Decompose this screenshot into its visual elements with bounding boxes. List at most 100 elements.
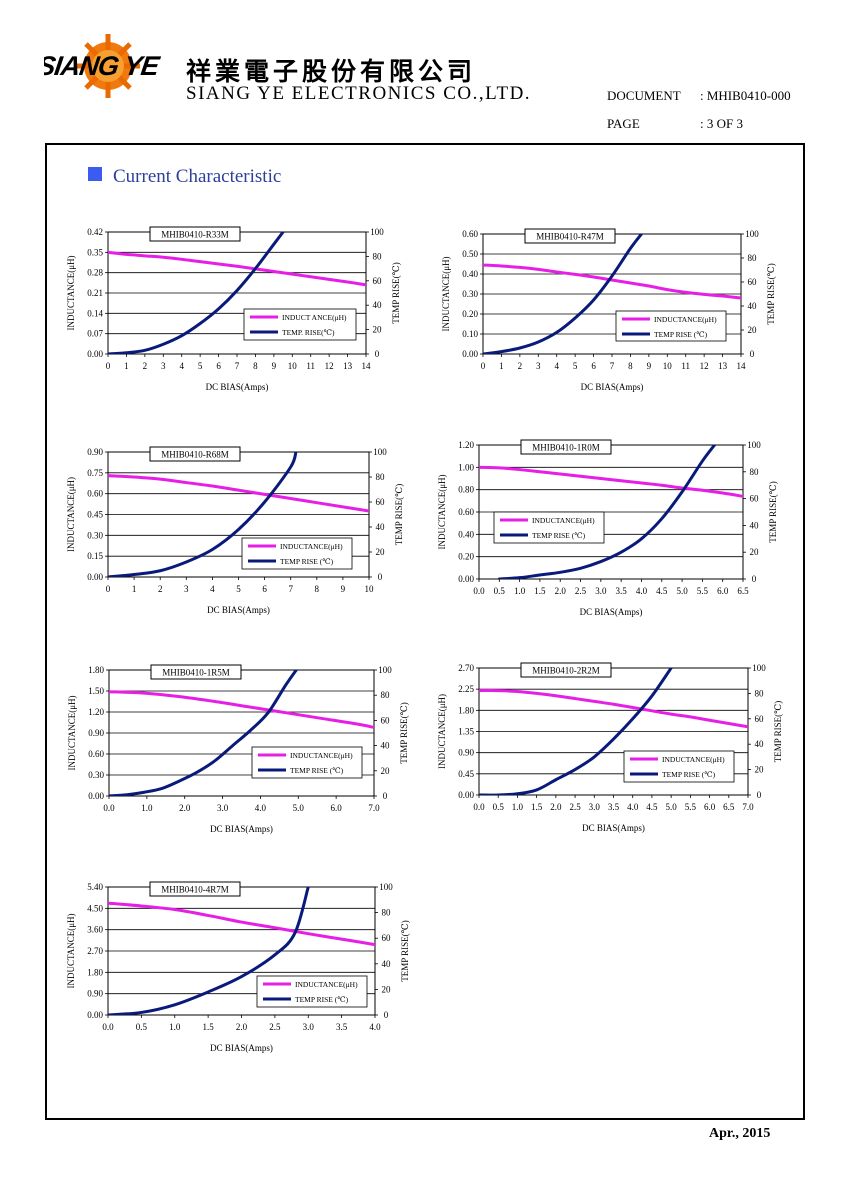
- y2-axis-label: TEMP RISE(℃): [394, 484, 404, 545]
- x-tick-label: 6: [591, 361, 596, 371]
- x-tick-label: 9: [341, 584, 346, 594]
- legend-label: INDUCTANCE(μH): [654, 315, 717, 324]
- x-tick-label: 3.5: [336, 1022, 348, 1032]
- y2-tick-label: 40: [382, 959, 392, 969]
- x-tick-label: 2.0: [555, 586, 567, 596]
- x-tick-label: 2.0: [236, 1022, 248, 1032]
- y2-axis-label: TEMP RISE(℃): [400, 920, 410, 981]
- x-tick-label: 4: [179, 361, 184, 371]
- legend-label: INDUCT ANCE(μH): [282, 313, 347, 322]
- x-tick-label: 3.5: [608, 802, 620, 812]
- x-tick-label: 7.0: [368, 803, 380, 813]
- y2-tick-label: 20: [748, 325, 758, 335]
- y2-tick-label: 100: [752, 663, 766, 673]
- x-tick-label: 3.0: [217, 803, 229, 813]
- x-axis-label: DC BIAS(Amps): [582, 823, 645, 833]
- y-tick-label: 0.00: [87, 349, 103, 359]
- x-tick-label: 1: [124, 361, 129, 371]
- legend-box: [256, 975, 368, 1008]
- x-tick-label: 5.0: [666, 802, 678, 812]
- y-tick-label: 0.80: [458, 485, 474, 495]
- y-tick-label: 0.90: [87, 447, 103, 457]
- legend-label: INDUCTANCE(μH): [295, 980, 358, 989]
- legend-label: INDUCTANCE(μH): [662, 755, 725, 764]
- x-tick-label: 4.0: [255, 803, 267, 813]
- x-tick-label: 4: [210, 584, 215, 594]
- y-tick-label: 0.42: [87, 227, 103, 237]
- x-tick-label: 8: [253, 361, 258, 371]
- chart-4: 0.00 0.20 0.40 0.60 0.80 1.00 1.20 0 20 40 60 80 100…: [437, 439, 778, 617]
- legend-label: TEMP RISE (℃): [532, 531, 586, 540]
- y-tick-label: 0.07: [87, 329, 103, 339]
- inductance-series-line: [483, 263, 741, 300]
- y2-tick-label: 80: [373, 251, 383, 261]
- y-tick-label: 0.30: [462, 289, 478, 299]
- y2-tick-label: 20: [382, 984, 392, 994]
- x-tick-label: 3.0: [303, 1022, 315, 1032]
- chart-3: 0.000.150.300.450.600.750.90020406080100…: [66, 446, 404, 615]
- y-tick-label: 0.45: [458, 769, 474, 779]
- x-tick-label: 10: [663, 361, 673, 371]
- y-tick-label: 0.00: [462, 349, 478, 359]
- chart-1: 0.000.070.140.210.280.350.42020406080100…: [66, 226, 401, 392]
- x-tick-label: 2: [518, 361, 523, 371]
- y2-tick-label: 100: [373, 447, 387, 457]
- x-tick-label: 10: [288, 361, 298, 371]
- y2-tick-label: 40: [748, 301, 758, 311]
- chart-2: 0.000.100.200.300.400.500.60020406080100…: [441, 228, 776, 392]
- inductance-series-line: [108, 901, 375, 947]
- x-tick-label: 0.0: [103, 803, 115, 813]
- legend-label: INDUCTANCE(μH): [290, 751, 353, 760]
- x-tick-label: 5: [573, 361, 578, 371]
- chart-7: 0.00 0.90 1.80 2.70 3.60 4.50 5.40 0 20 40 60 80 100…: [66, 881, 410, 1053]
- x-tick-label: 9: [647, 361, 652, 371]
- temp-rise-series-line: [108, 232, 285, 354]
- company-logo: SIANG YE: [44, 34, 162, 98]
- chart-title-box: [149, 881, 241, 897]
- x-tick-label: 12: [325, 361, 334, 371]
- chart-title: MHIB0410-1R0M: [532, 443, 600, 453]
- y-tick-label: 0.60: [458, 507, 474, 517]
- x-tick-label: 0.5: [493, 802, 505, 812]
- y-tick-label: 1.35: [458, 727, 474, 737]
- y-tick-label: 0.21: [87, 288, 103, 298]
- x-tick-label: 0: [106, 584, 111, 594]
- chart-6: 0.00 0.45 0.90 1.35 1.80 2.25 2.70 0 20 40 60 80 100…: [437, 662, 783, 833]
- y-tick-label: 0.14: [87, 308, 103, 318]
- chart-title-box: [149, 226, 241, 242]
- y2-tick-label: 0: [378, 572, 383, 582]
- x-tick-label: 1.5: [534, 586, 546, 596]
- chart-title-box: [520, 662, 612, 678]
- y-tick-label: 0.00: [87, 1010, 103, 1020]
- x-tick-label: 2.5: [269, 1022, 281, 1032]
- x-tick-label: 5.5: [685, 802, 697, 812]
- x-tick-label: 5: [236, 584, 241, 594]
- x-tick-label: 3.5: [616, 586, 628, 596]
- x-tick-label: 7: [610, 361, 615, 371]
- y-tick-label: 0.10: [462, 329, 478, 339]
- x-tick-label: 3.0: [595, 586, 607, 596]
- y-tick-label: 1.80: [458, 705, 474, 715]
- legend-label: TEMP RISE (℃): [654, 330, 708, 339]
- x-tick-label: 13: [718, 361, 728, 371]
- x-tick-label: 2.0: [550, 802, 562, 812]
- y2-tick-label: 60: [750, 494, 760, 504]
- chart-title: MHIB0410-4R7M: [161, 885, 229, 895]
- inductance-series-line: [479, 689, 748, 729]
- legend-label: INDUCTANCE(μH): [532, 516, 595, 525]
- x-tick-label: 1.0: [141, 803, 153, 813]
- inductance-series-line: [479, 465, 743, 498]
- y2-tick-label: 100: [745, 229, 759, 239]
- x-tick-label: 0.0: [473, 802, 485, 812]
- x-tick-label: 1.0: [514, 586, 526, 596]
- y-tick-label: 2.70: [458, 663, 474, 673]
- x-tick-label: 4.5: [646, 802, 658, 812]
- x-axis-label: DC BIAS(Amps): [580, 607, 643, 617]
- x-tick-label: 1.0: [169, 1022, 181, 1032]
- y-tick-label: 0.20: [462, 309, 478, 319]
- x-tick-label: 5: [198, 361, 203, 371]
- x-tick-label: 7: [288, 584, 293, 594]
- chart-title: MHIB0410-R33M: [161, 230, 229, 240]
- y-tick-label: 1.80: [87, 967, 103, 977]
- x-tick-label: 9: [272, 361, 277, 371]
